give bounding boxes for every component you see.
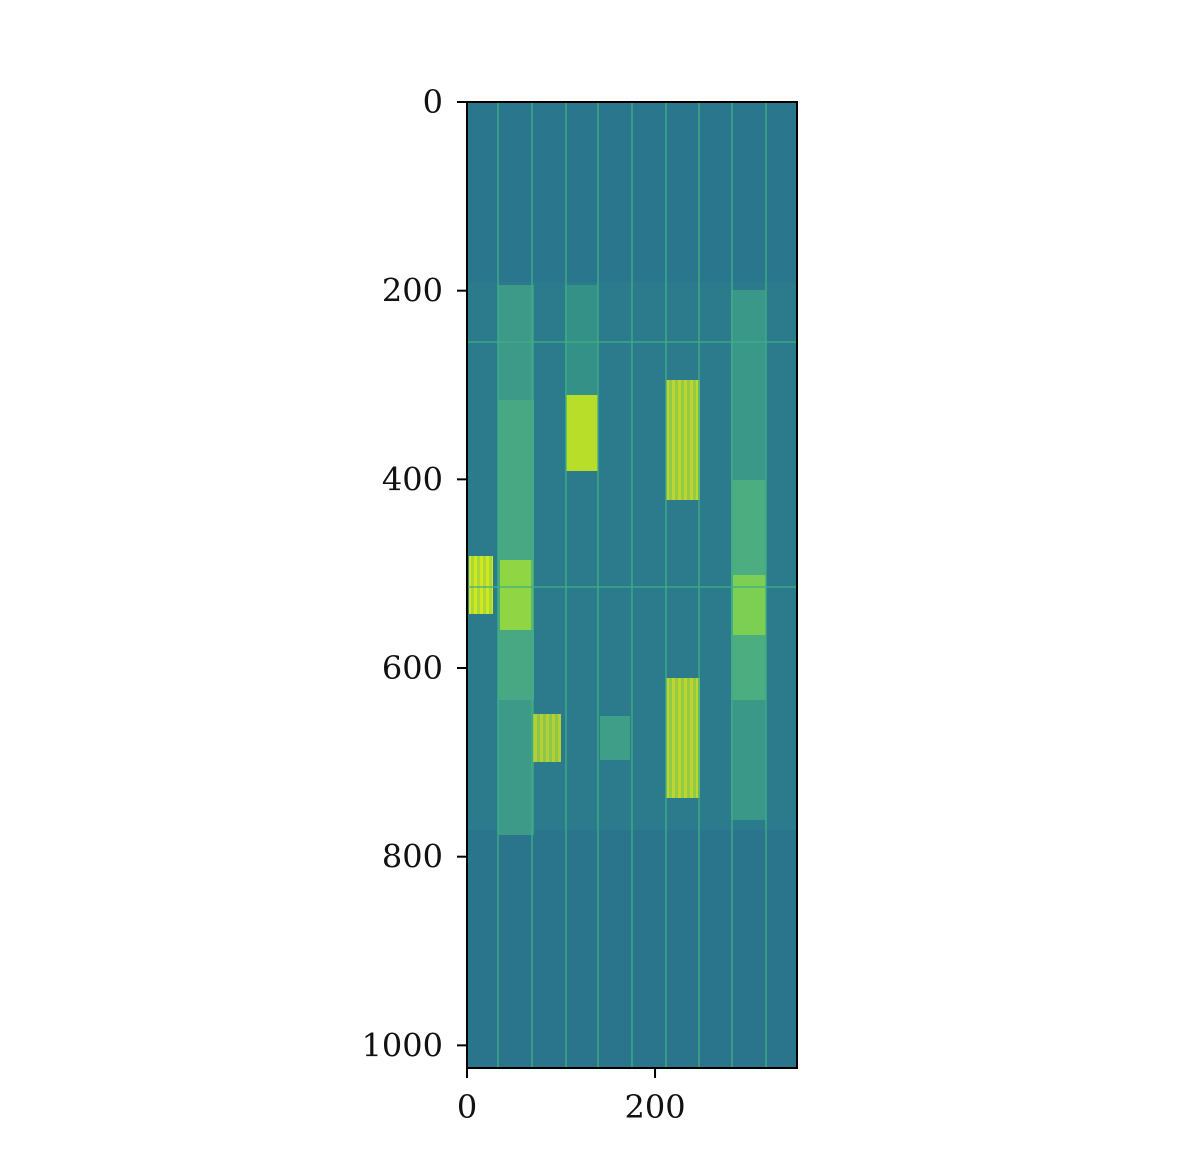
heatmap-image	[467, 102, 797, 1068]
plot-frame	[466, 101, 798, 1069]
heatmap-region	[566, 395, 598, 471]
y-tick-label: 800	[382, 838, 443, 876]
heatmap-region	[600, 716, 630, 760]
heatmap-region	[733, 575, 766, 635]
heatmap-region	[666, 678, 700, 798]
heatmap-region	[533, 714, 561, 762]
y-tick-label: 0	[423, 83, 443, 121]
x-tick-label: 200	[624, 1088, 685, 1126]
heatmap-region	[666, 380, 700, 500]
y-tick-label: 200	[382, 272, 443, 310]
y-tick-label: 400	[382, 460, 443, 498]
heatmap-region	[500, 560, 533, 630]
y-tick-label: 600	[382, 649, 443, 687]
heatmap-region	[498, 400, 534, 700]
heatmap-region	[469, 556, 493, 614]
x-tick-label: 0	[457, 1088, 477, 1126]
heatmap-region	[565, 285, 598, 405]
y-tick-label: 1000	[362, 1026, 443, 1064]
